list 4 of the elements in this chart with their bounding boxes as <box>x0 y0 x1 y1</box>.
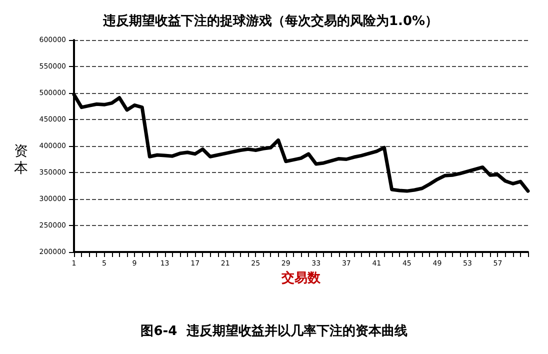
chart-title: 违反期望收益下注的捉球游戏（每次交易的风险为1.0%） <box>102 13 438 29</box>
x-axis-title: 交易数 <box>280 270 322 286</box>
y-axis-title: 资本 <box>14 144 28 176</box>
caption: 图6-4 违反期望收益并以几率下注的资本曲线 <box>140 323 408 339</box>
